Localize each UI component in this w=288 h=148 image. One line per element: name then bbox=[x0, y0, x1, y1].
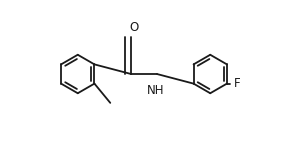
Text: O: O bbox=[129, 21, 139, 34]
Text: NH: NH bbox=[147, 84, 164, 97]
Text: F: F bbox=[234, 77, 241, 90]
